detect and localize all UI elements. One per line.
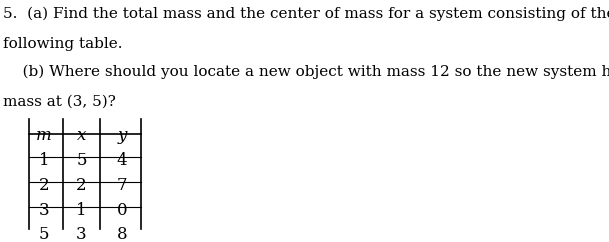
Text: 8: 8 — [117, 227, 127, 242]
Text: 5.  (a) Find the total mass and the center of mass for a system consisting of th: 5. (a) Find the total mass and the cente… — [4, 7, 609, 21]
Text: m: m — [36, 127, 52, 144]
Text: mass at (3, 5)?: mass at (3, 5)? — [4, 95, 116, 109]
Text: 3: 3 — [39, 202, 49, 219]
Text: 0: 0 — [117, 202, 127, 219]
Text: 3: 3 — [76, 227, 86, 242]
Text: 2: 2 — [76, 177, 86, 194]
Text: 7: 7 — [117, 177, 127, 194]
Text: 5: 5 — [76, 152, 86, 169]
Text: (b) Where should you locate a new object with mass 12 so the new system has its : (b) Where should you locate a new object… — [4, 65, 609, 79]
Text: x: x — [77, 127, 86, 144]
Text: 1: 1 — [39, 152, 49, 169]
Text: 2: 2 — [39, 177, 49, 194]
Text: 1: 1 — [76, 202, 86, 219]
Text: following table.: following table. — [4, 37, 123, 51]
Text: 4: 4 — [117, 152, 127, 169]
Text: 5: 5 — [39, 227, 49, 242]
Text: y: y — [118, 127, 127, 144]
